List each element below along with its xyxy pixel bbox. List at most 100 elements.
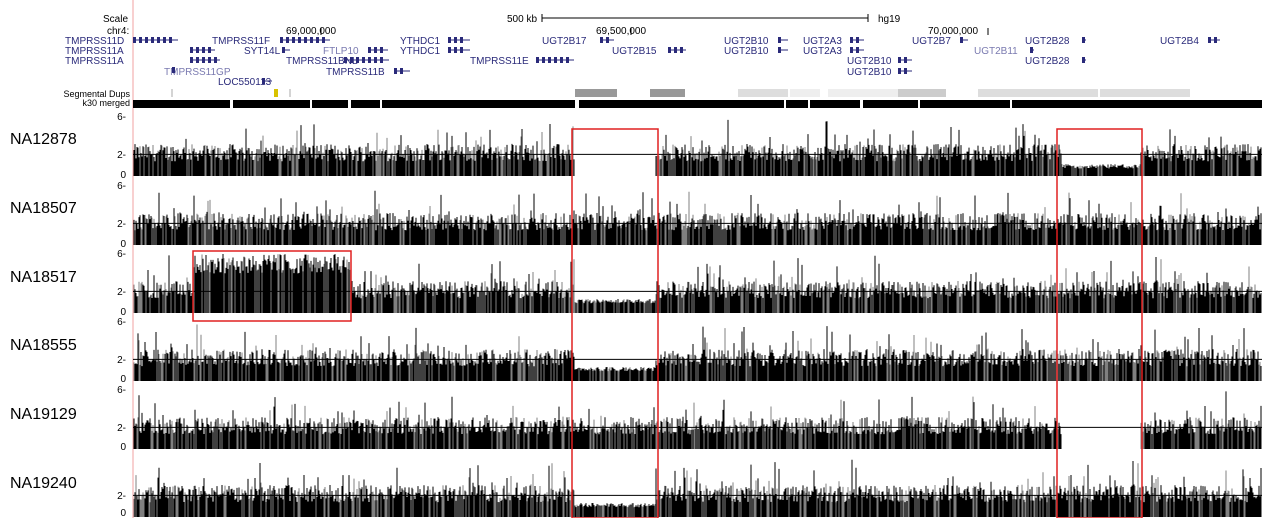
gene-label[interactable]: UGT2B28 — [1025, 36, 1070, 47]
exon-block — [668, 47, 671, 53]
sample-signal-gray — [139, 126, 1255, 176]
exon-block — [196, 47, 199, 53]
axis-tick-label: 0 — [120, 170, 126, 181]
gene-label[interactable]: UGT2B10 — [847, 56, 892, 67]
segdup-feature — [575, 89, 617, 97]
gene-label[interactable]: TMPRSS11F — [212, 36, 271, 47]
k30-track-label[interactable]: k30 merged — [82, 98, 130, 108]
gene-label[interactable]: UGT2B15 — [612, 46, 657, 57]
axis-tick-label: 0 — [120, 307, 126, 318]
exon-block — [1208, 37, 1211, 43]
exon-block — [145, 37, 148, 43]
sample-signal — [133, 391, 1262, 449]
exon-block — [196, 57, 199, 63]
exon-block — [554, 57, 557, 63]
gene-label[interactable]: UGT2B10 — [724, 36, 769, 47]
gene-label[interactable]: TMPRSS11GP — [164, 67, 231, 78]
segdup-feature — [738, 89, 788, 97]
k30-gap — [348, 100, 351, 108]
position-label: 69,000,000 — [286, 26, 337, 37]
gene-label[interactable]: TMPRSS11BNL — [286, 56, 358, 67]
gene-label[interactable]: UGT2B7 — [912, 36, 951, 47]
gene-label[interactable]: UGT2B28 — [1025, 56, 1070, 67]
exon-block — [368, 47, 371, 53]
exon-block — [394, 68, 397, 74]
sample-label[interactable]: NA12878 — [10, 131, 77, 148]
exon-block — [322, 37, 325, 43]
k30-gap — [310, 100, 312, 108]
sample-signal — [133, 119, 1262, 176]
gene-label[interactable]: TMPRSS11A — [65, 46, 124, 57]
sample-label[interactable]: NA19240 — [10, 475, 77, 492]
exon-block — [350, 57, 353, 63]
gene-label[interactable]: YTHDC1 — [400, 36, 441, 47]
axis-tick-label: 6- — [117, 317, 126, 328]
exon-block — [214, 57, 217, 63]
axis-tick-label: 6- — [117, 385, 126, 396]
gene-label[interactable]: TMPRSS11E — [470, 56, 529, 67]
gene-label[interactable]: LOC550113 — [218, 77, 272, 88]
exon-block — [606, 37, 609, 43]
exon-block — [202, 47, 205, 53]
gene-label[interactable]: UGT2B11 — [974, 46, 1018, 57]
gene-label[interactable]: UGT2B10 — [847, 67, 892, 78]
exon-block — [316, 37, 319, 43]
sample-signal-gray — [133, 324, 1261, 381]
gene-label[interactable]: UGT2A3 — [803, 46, 842, 57]
axis-tick-label: 0 — [120, 442, 126, 453]
axis-tick-label: 6- — [117, 112, 126, 123]
duplication-highlight-box — [192, 250, 352, 322]
scale-label: Scale — [103, 14, 129, 25]
exon-block — [133, 37, 136, 43]
exon-block — [1030, 47, 1033, 53]
k30-gap — [575, 100, 579, 108]
axis-tick-label: 6- — [117, 249, 126, 260]
gene-label[interactable]: SYT14L — [244, 46, 281, 57]
exon-block — [460, 47, 463, 53]
exon-block — [374, 47, 377, 53]
exon-block — [380, 47, 383, 53]
gene-label[interactable]: TMPRSS11B — [326, 67, 385, 78]
sample-label[interactable]: NA18555 — [10, 337, 77, 354]
gene-label[interactable]: TMPRSS11A — [65, 56, 124, 67]
exon-block — [262, 78, 265, 84]
sample-signal — [133, 190, 1262, 245]
exon-block — [850, 37, 853, 43]
exon-block — [286, 37, 289, 43]
sample-label[interactable]: NA19129 — [10, 406, 77, 423]
segdups-track-label[interactable]: Segmental Dups — [63, 89, 130, 99]
segdup-feature — [866, 89, 906, 97]
gene-label[interactable]: UGT2B17 — [542, 36, 587, 47]
gene-label[interactable]: UGT2A3 — [803, 36, 842, 47]
sample-label[interactable]: NA18507 — [10, 200, 77, 217]
k30-gap — [860, 100, 863, 108]
exon-block — [304, 37, 307, 43]
gene-label[interactable]: FTLP10 — [323, 46, 359, 57]
exon-block — [163, 37, 166, 43]
exon-block — [856, 47, 859, 53]
exon-block — [454, 47, 457, 53]
segdup-feature — [978, 89, 1098, 97]
gene-label[interactable]: TMPRSS11D — [65, 36, 125, 47]
exon-block — [960, 37, 963, 43]
sample-signal — [134, 459, 1262, 517]
gene-label[interactable]: UGT2B4 — [1160, 36, 1199, 47]
segdup-feature — [828, 89, 868, 97]
segdup-feature — [898, 89, 946, 97]
gene-label[interactable]: UGT2B10 — [724, 46, 769, 57]
sample-signal-gray — [133, 254, 1256, 313]
exon-block — [169, 37, 172, 43]
exon-block — [454, 37, 457, 43]
gene-label[interactable]: YTHDC1 — [400, 46, 441, 57]
exon-block — [280, 37, 283, 43]
exon-block — [202, 57, 205, 63]
chrom-label: chr4: — [107, 26, 130, 37]
k30-gap — [784, 100, 786, 108]
exon-block — [298, 37, 301, 43]
sample-label[interactable]: NA18517 — [10, 269, 77, 286]
exon-block — [850, 47, 853, 53]
exon-block — [542, 57, 545, 63]
exon-block — [374, 57, 377, 63]
